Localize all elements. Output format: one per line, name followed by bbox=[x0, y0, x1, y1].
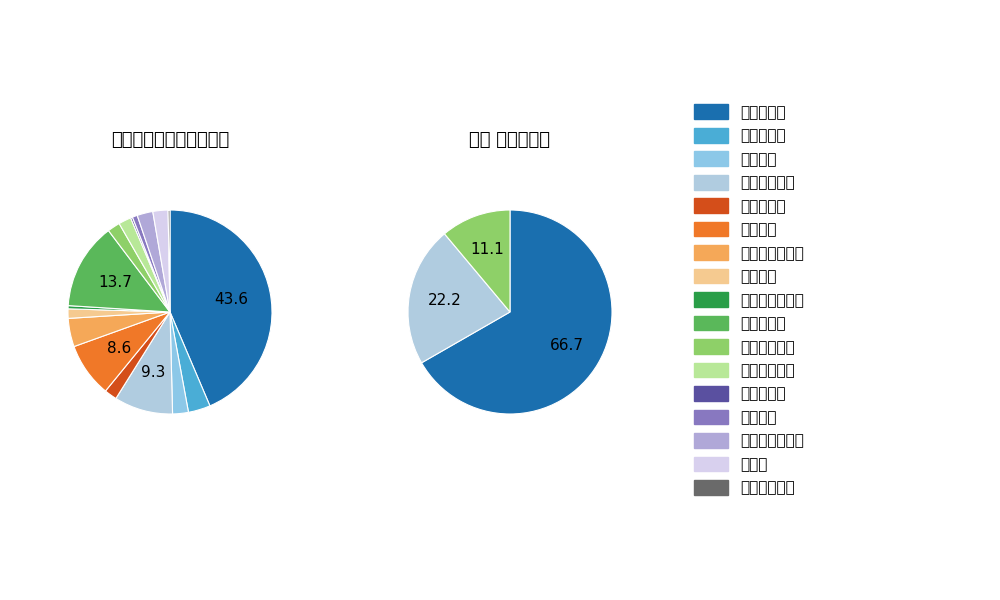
Text: 22.2: 22.2 bbox=[428, 293, 462, 308]
Wedge shape bbox=[422, 210, 612, 414]
Title: パ・リーグ全プレイヤー: パ・リーグ全プレイヤー bbox=[111, 131, 229, 149]
Wedge shape bbox=[131, 217, 170, 312]
Wedge shape bbox=[170, 210, 272, 406]
Wedge shape bbox=[132, 215, 170, 312]
Legend: ストレート, ツーシーム, シュート, カットボール, スプリット, フォーク, チェンジアップ, シンカー, 高速スライダー, スライダー, 縦スライダー, : ストレート, ツーシーム, シュート, カットボール, スプリット, フォーク,… bbox=[694, 104, 804, 496]
Wedge shape bbox=[408, 234, 510, 363]
Wedge shape bbox=[170, 312, 188, 414]
Text: 13.7: 13.7 bbox=[98, 275, 132, 290]
Text: 66.7: 66.7 bbox=[550, 338, 584, 353]
Wedge shape bbox=[68, 305, 170, 312]
Wedge shape bbox=[68, 312, 170, 347]
Wedge shape bbox=[68, 309, 170, 319]
Wedge shape bbox=[444, 210, 510, 312]
Wedge shape bbox=[119, 218, 170, 312]
Text: 11.1: 11.1 bbox=[471, 242, 504, 257]
Wedge shape bbox=[105, 312, 170, 398]
Wedge shape bbox=[74, 312, 170, 391]
Title: 鈴木 健矢　選手: 鈴木 健矢 選手 bbox=[470, 131, 550, 149]
Wedge shape bbox=[153, 210, 170, 312]
Wedge shape bbox=[116, 312, 173, 414]
Text: 9.3: 9.3 bbox=[141, 365, 166, 380]
Wedge shape bbox=[168, 210, 170, 312]
Wedge shape bbox=[170, 312, 210, 412]
Text: 8.6: 8.6 bbox=[107, 341, 131, 356]
Wedge shape bbox=[68, 230, 170, 312]
Text: 43.6: 43.6 bbox=[214, 292, 248, 307]
Wedge shape bbox=[137, 211, 170, 312]
Wedge shape bbox=[109, 224, 170, 312]
